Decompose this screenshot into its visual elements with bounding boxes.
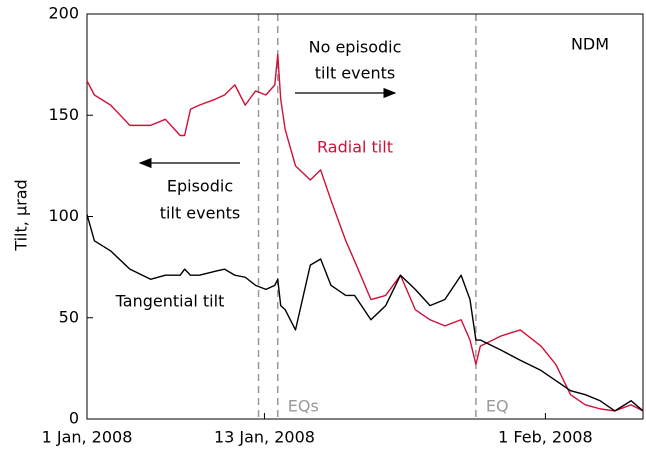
- annotation: NDM: [571, 35, 609, 54]
- event-label: EQ: [486, 397, 509, 416]
- x-tick-label: 1 Jan, 2008: [42, 428, 133, 447]
- series-label: Tangential tilt: [115, 292, 225, 311]
- line: [86, 53, 644, 412]
- annotation: tilt events: [315, 64, 395, 83]
- y-tick-label: 50: [59, 307, 79, 326]
- x-tick-label: 13 Jan, 2008: [214, 428, 315, 447]
- y-tick-label: 100: [48, 206, 79, 225]
- event-lines: [257, 14, 477, 419]
- y-tick-label: 150: [48, 105, 79, 124]
- y-axis-label: Tilt, µrad: [12, 179, 31, 251]
- line: [86, 214, 644, 412]
- annotation: Episodic: [167, 177, 233, 196]
- y-tick-label: 200: [48, 4, 79, 23]
- event-label: EQs: [288, 397, 319, 416]
- annotation: tilt events: [160, 204, 240, 223]
- x-tick-label: 1 Feb, 2008: [498, 428, 592, 447]
- y-tick-label: 0: [69, 409, 79, 428]
- series-label: Radial tilt: [317, 138, 393, 157]
- annotation: No episodic: [309, 38, 402, 57]
